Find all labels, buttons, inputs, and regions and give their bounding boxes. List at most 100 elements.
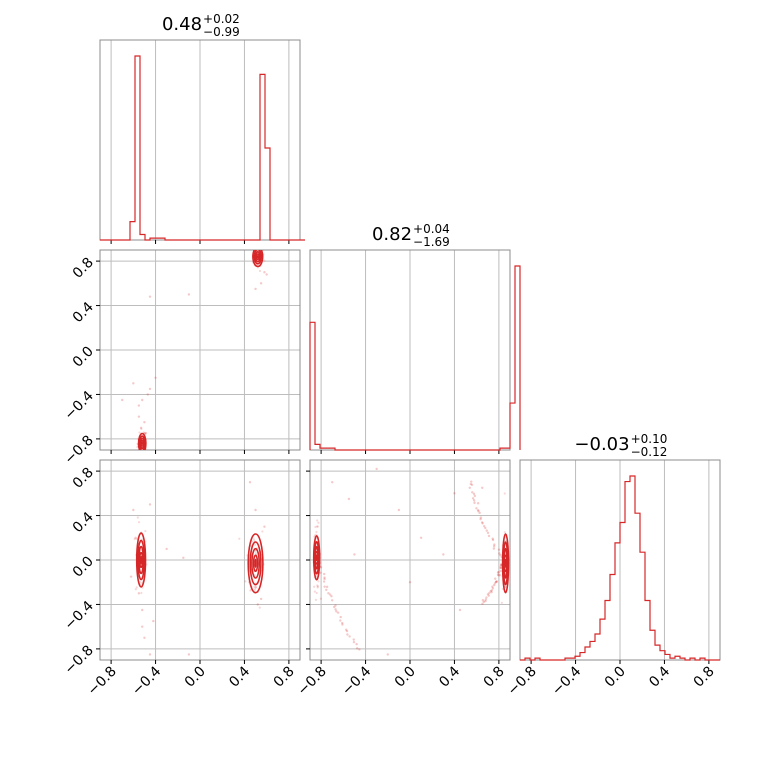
sample-point <box>341 623 344 626</box>
sample-point <box>328 593 332 596</box>
density-peak <box>315 554 318 562</box>
sample-point <box>499 565 502 568</box>
density-contour <box>138 435 146 450</box>
sample-point <box>492 545 496 548</box>
hist-panel-0 <box>99 39 305 244</box>
sample-point <box>486 531 490 535</box>
density-contour <box>139 439 145 447</box>
sample-point <box>408 581 412 584</box>
pair-panel-2-0: −0.8−0.8 −0.4 −0.4 0.0 0.0 0.4 0.4 0.8 0.8 <box>61 459 301 699</box>
sample-point <box>139 452 141 454</box>
sample-point <box>141 608 144 612</box>
sample-point <box>499 569 502 573</box>
sample-point <box>494 577 497 580</box>
x-tick-label: −0.4 <box>129 663 164 698</box>
sample-point <box>254 552 257 555</box>
sample-point <box>503 531 506 534</box>
sample-point <box>496 573 500 576</box>
sample-point <box>134 536 137 539</box>
sample-point <box>187 293 191 296</box>
sample-point <box>472 492 476 496</box>
sample-point <box>132 382 135 385</box>
sample-point <box>375 467 378 471</box>
sample-point <box>334 604 337 607</box>
sample-point <box>497 571 500 574</box>
sample-point <box>471 497 475 500</box>
sample-point <box>253 588 257 591</box>
density-peak <box>504 558 507 568</box>
sample-point <box>478 511 481 515</box>
sample-point <box>319 597 322 600</box>
sample-point <box>315 530 318 534</box>
sample-point <box>453 492 456 495</box>
sample-point <box>254 508 257 512</box>
density-contour <box>314 550 319 565</box>
sample-point <box>140 461 142 463</box>
sample-point <box>468 486 471 489</box>
panel-title-2: −0.03 <box>574 434 629 455</box>
density-contour <box>138 551 144 569</box>
sample-point <box>334 608 337 611</box>
sample-point <box>154 376 157 379</box>
sample-point <box>500 601 503 604</box>
sample-point <box>263 271 266 274</box>
sample-point <box>472 499 476 502</box>
sample-point <box>259 282 263 285</box>
sample-point <box>353 553 356 556</box>
sample-point <box>256 244 258 246</box>
sample-point <box>165 547 168 551</box>
sample-point <box>133 537 136 541</box>
sample-point <box>339 619 342 622</box>
sample-point <box>492 547 496 550</box>
sample-point <box>498 552 501 555</box>
sample-point <box>315 591 318 595</box>
sample-point <box>137 592 141 595</box>
sample-point <box>497 548 501 551</box>
hist-panel-2: −0.8 −0.4 0.0 0.4 0.8 <box>505 459 721 699</box>
sample-point <box>252 538 255 541</box>
title-minus-1: −1.69 <box>413 235 450 249</box>
sample-point <box>143 636 146 639</box>
x-tick-label: −0.8 <box>295 664 330 699</box>
sample-point <box>263 525 266 528</box>
sample-point <box>317 521 320 524</box>
sample-point <box>263 259 266 262</box>
sample-point <box>259 597 263 601</box>
sample-point <box>138 431 141 434</box>
density-contour <box>137 539 146 581</box>
density-contour <box>252 250 264 268</box>
density-contour <box>503 554 508 573</box>
sample-point <box>254 543 257 546</box>
sample-point <box>248 481 252 484</box>
sample-point <box>473 501 476 505</box>
hist-panel-1 <box>309 249 521 454</box>
y-tick-label: −0.4 <box>61 388 96 423</box>
density-contour <box>249 541 262 586</box>
sample-point <box>136 516 139 519</box>
sample-point <box>473 494 477 498</box>
x-tick-label: 0.4 <box>436 663 463 690</box>
sample-point <box>355 647 359 650</box>
sample-point <box>484 598 488 601</box>
sample-point <box>442 553 445 556</box>
sample-point <box>139 426 143 429</box>
sample-point <box>148 387 152 391</box>
sample-point <box>397 508 401 512</box>
sample-point <box>499 563 503 566</box>
sample-point <box>485 596 488 599</box>
sample-point <box>495 580 499 583</box>
title-minus-0: −0.99 <box>203 25 240 39</box>
sample-point <box>134 588 137 591</box>
density-contour <box>135 532 147 588</box>
x-tick-label: −0.4 <box>549 663 584 698</box>
sample-point <box>344 628 348 631</box>
sample-point <box>141 450 143 452</box>
x-tick-label: 0.8 <box>271 664 298 691</box>
sample-point <box>254 586 257 589</box>
x-tick-label: 0.4 <box>646 663 673 690</box>
sample-point <box>330 599 334 602</box>
y-tick-label: 0.0 <box>70 344 97 371</box>
x-tick-label: 0.0 <box>392 664 419 691</box>
sample-point <box>358 648 361 651</box>
sample-point <box>316 586 319 589</box>
